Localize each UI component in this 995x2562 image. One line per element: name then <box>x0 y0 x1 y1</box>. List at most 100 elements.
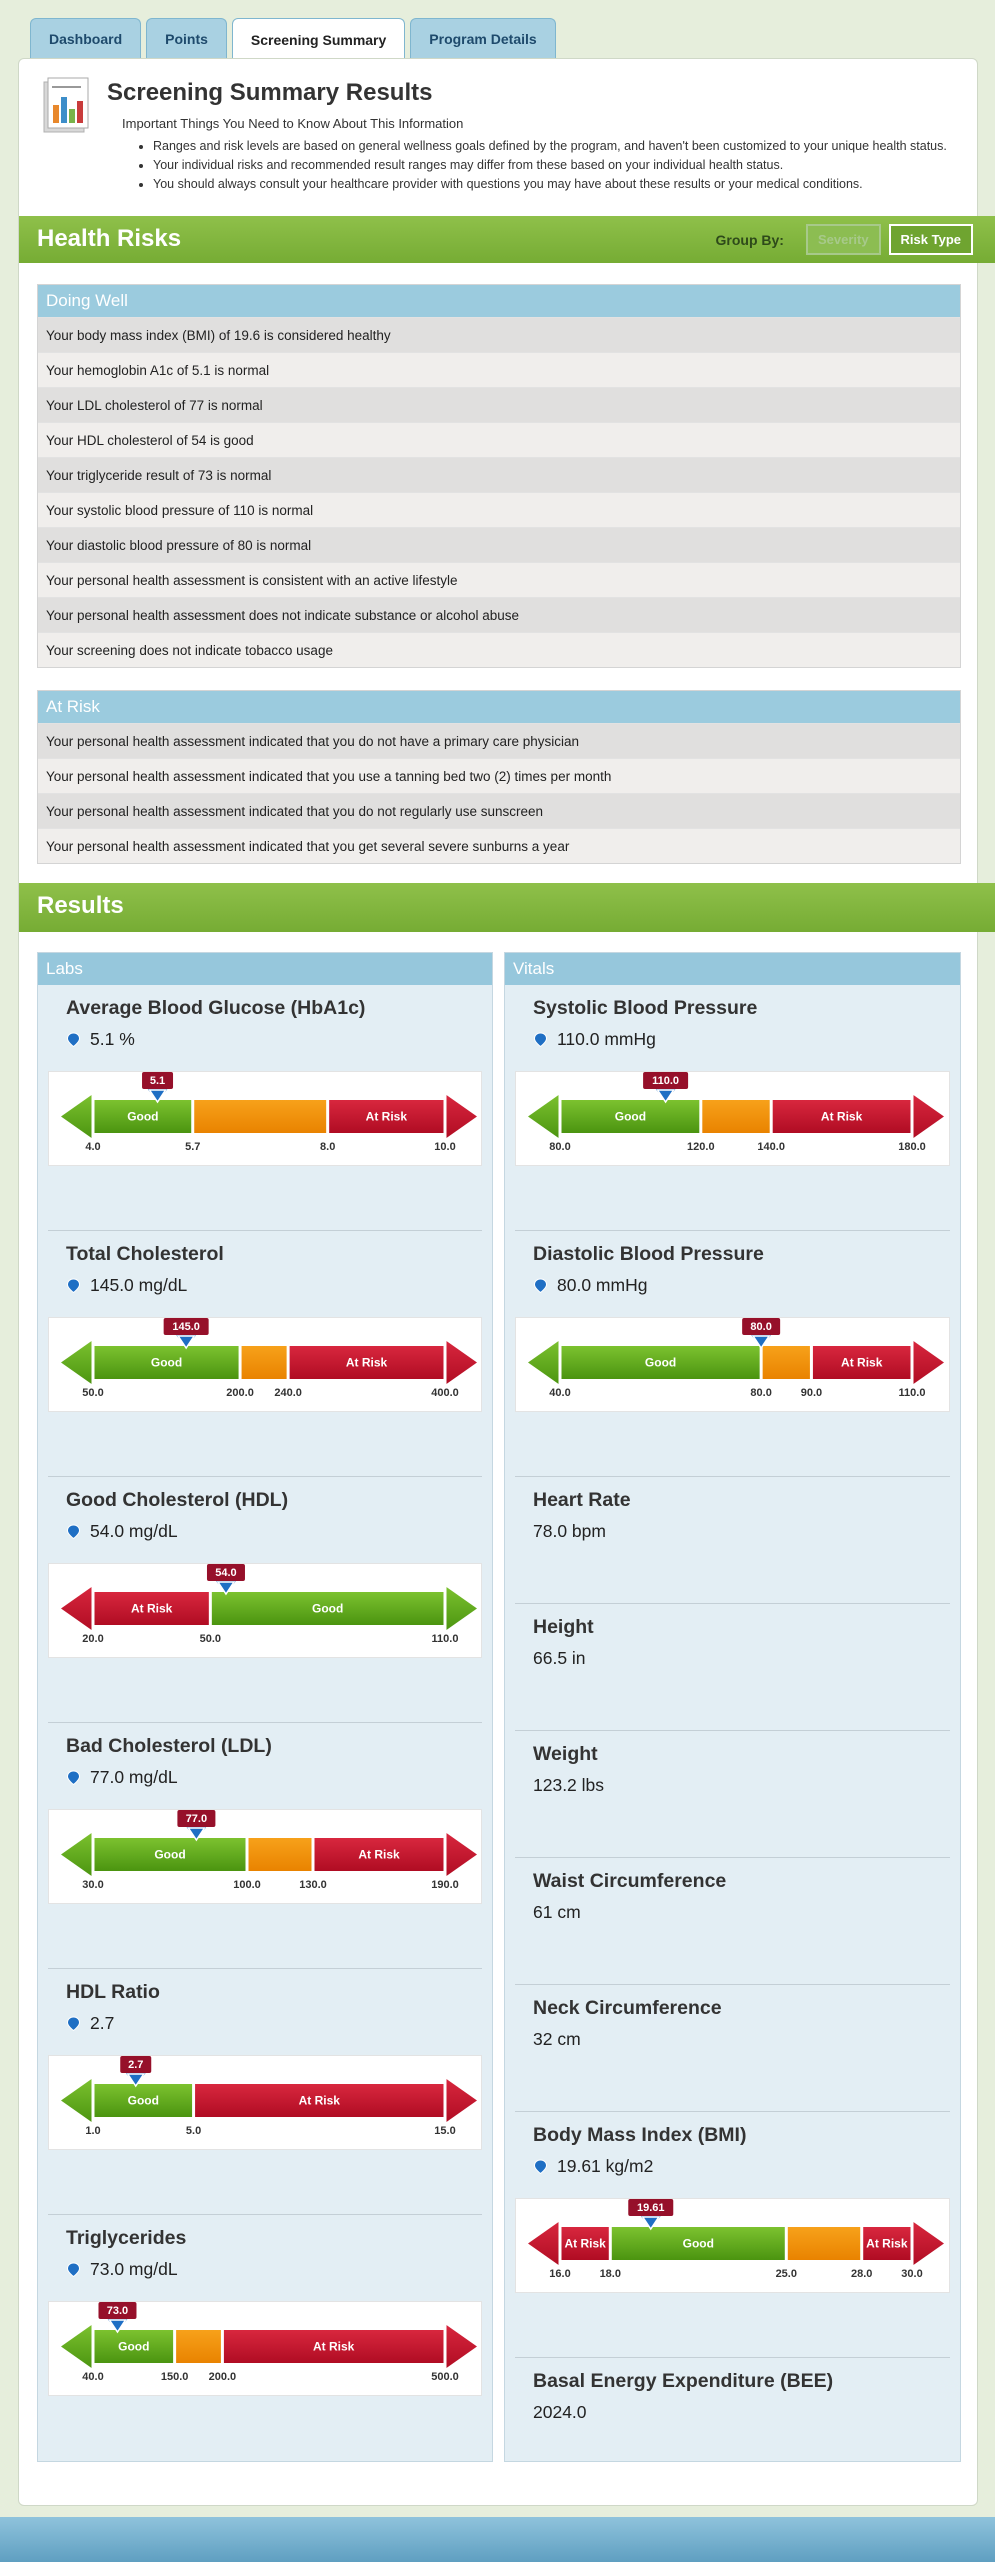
systolic-blood-pressure-title: Systolic Blood Pressure <box>533 997 758 1019</box>
triglycerides-segment-label: At Risk <box>313 2340 355 2354</box>
doing-well-group: Doing Well Your body mass index (BMI) of… <box>37 284 961 668</box>
diastolic-blood-pressure-marker: 80.0 <box>742 1318 781 1350</box>
good-cholesterol-hdl-value: 54.0 mg/dL <box>90 1521 178 1541</box>
list-item: Your personal health assessment is consi… <box>38 562 960 597</box>
systolic-blood-pressure-tick-label: 140.0 <box>757 1141 785 1153</box>
average-blood-glucose-hba1c-marker-value: 5.1 <box>150 1075 165 1087</box>
average-blood-glucose-hba1c-segment-good <box>93 1100 193 1133</box>
total-cholesterol-tick-label: 400.0 <box>431 1387 459 1399</box>
height-title: Height <box>533 1616 594 1638</box>
average-blood-glucose-hba1c-marker-badge <box>142 1072 174 1089</box>
risk-type-button[interactable]: Risk Type <box>888 224 973 255</box>
triglycerides-gauge: Good At Risk 40.0 150.0 200.0 500.0 73.0 <box>61 2302 477 2383</box>
total-cholesterol-segment-risk <box>288 1346 445 1379</box>
total-cholesterol-segment-good <box>93 1346 241 1379</box>
average-blood-glucose-hba1c-segment-risk <box>327 1100 445 1133</box>
body-mass-index-bmi-marker-badge <box>628 2199 674 2216</box>
tab-program-details[interactable]: Program Details <box>410 18 556 58</box>
basal-energy-expenditure-bee-result: Basal Energy Expenditure (BEE) 2024.0 <box>505 2358 960 2476</box>
total-cholesterol-value: 145.0 mg/dL <box>90 1275 188 1295</box>
heart-rate-title: Heart Rate <box>533 1489 631 1511</box>
neck-circumference-title: Neck Circumference <box>533 1997 722 2019</box>
good-cholesterol-hdl-tick-label: 50.0 <box>200 1633 221 1645</box>
bad-cholesterol-ldl-right-arrow <box>445 1832 477 1877</box>
body-mass-index-bmi-value: 19.61 kg/m2 <box>557 2156 654 2176</box>
tab-points[interactable]: Points <box>146 18 227 58</box>
severity-button[interactable]: Severity <box>805 224 881 255</box>
good-cholesterol-hdl-marker-badge <box>206 1564 245 1581</box>
waist-circumference-value: 61 cm <box>533 1902 581 1922</box>
group-by-label: Group By: <box>715 231 784 248</box>
diastolic-blood-pressure-segment-label: At Risk <box>841 1356 883 1370</box>
diastolic-blood-pressure-tick-label: 40.0 <box>549 1387 570 1399</box>
hdl-ratio-tick-label: 5.0 <box>186 2125 201 2137</box>
tab-bar: Dashboard Points Screening Summary Progr… <box>30 18 561 60</box>
bad-cholesterol-ldl-gauge: Good At Risk 30.0 100.0 130.0 190.0 77.0 <box>61 1810 477 1891</box>
bad-cholesterol-ldl-marker-badge <box>177 1810 216 1827</box>
bad-cholesterol-ldl-tick-label: 100.0 <box>233 1879 261 1891</box>
body-mass-index-bmi-segment-moderate <box>786 2227 862 2260</box>
good-cholesterol-hdl-marker-pointer <box>216 1581 236 1596</box>
average-blood-glucose-hba1c-segment-moderate <box>192 1100 328 1133</box>
triglycerides-left-arrow <box>61 2324 93 2369</box>
diastolic-blood-pressure-segment-good <box>560 1346 762 1379</box>
weight-result: Weight 123.2 lbs <box>505 1731 960 1858</box>
body-mass-index-bmi-marker-icon <box>533 2159 548 2174</box>
good-cholesterol-hdl-result: Good Cholesterol (HDL) 54.0 mg/dL At Risk G… <box>38 1477 492 1723</box>
body-mass-index-bmi-gauge: At Risk Good At Risk 16.0 18.0 25.0 28.0 30.0 19… <box>528 2199 944 2280</box>
total-cholesterol-marker-pointer <box>176 1335 196 1350</box>
basal-energy-expenditure-bee-value: 2024.0 <box>533 2402 587 2422</box>
systolic-blood-pressure-segment-moderate <box>700 1100 772 1133</box>
systolic-blood-pressure-tick-label: 180.0 <box>898 1141 926 1153</box>
triglycerides-title: Triglycerides <box>66 2227 187 2249</box>
good-cholesterol-hdl-marker-value: 54.0 <box>215 1567 236 1579</box>
list-item: Your personal health assessment indicate… <box>38 723 960 758</box>
hdl-ratio-segment-label: Good <box>128 2094 159 2108</box>
triglycerides-result: Triglycerides 73.0 mg/dL Good At Risk 40.0 15… <box>38 2215 492 2461</box>
bad-cholesterol-ldl-gauge-box: Good At Risk 30.0 100.0 130.0 190.0 77.0 <box>48 1809 482 1904</box>
total-cholesterol-right-arrow <box>445 1340 477 1385</box>
list-item: Your hemoglobin A1c of 5.1 is normal <box>38 352 960 387</box>
systolic-blood-pressure-segment-label: Good <box>615 1110 646 1124</box>
list-item: Your screening does not indicate tobacco… <box>38 632 960 667</box>
at-risk-list: Your personal health assessment indicate… <box>38 723 960 863</box>
vitals-column: Vitals Systolic Blood Pressure 110.0 mmHg… <box>504 952 961 2462</box>
average-blood-glucose-hba1c-gauge-box: Good At Risk 4.0 5.7 8.0 10.0 5.1 <box>48 1071 482 1166</box>
tab-dashboard[interactable]: Dashboard <box>30 18 142 58</box>
result-divider <box>515 1476 950 1477</box>
average-blood-glucose-hba1c-tick-label: 4.0 <box>85 1141 100 1153</box>
footer-band <box>0 2517 995 2562</box>
disclaimer-list: Ranges and risk levels are based on gene… <box>141 137 947 194</box>
body-mass-index-bmi-segment-label: At Risk <box>564 2237 606 2251</box>
hdl-ratio-tick-label: 1.0 <box>85 2125 100 2137</box>
basal-energy-expenditure-bee-title: Basal Energy Expenditure (BEE) <box>533 2370 834 2392</box>
disclaimer-item: Your individual risks and recommended re… <box>153 156 947 175</box>
diastolic-blood-pressure-left-arrow <box>528 1340 560 1385</box>
result-divider <box>515 1730 950 1731</box>
diastolic-blood-pressure-tick-label: 110.0 <box>899 1387 926 1399</box>
at-risk-header: At Risk <box>38 691 960 723</box>
systolic-blood-pressure-gauge: Good At Risk 80.0 120.0 140.0 180.0 110.0 <box>528 1072 944 1153</box>
average-blood-glucose-hba1c-tick-label: 10.0 <box>434 1141 455 1153</box>
triglycerides-marker-badge <box>98 2302 137 2319</box>
total-cholesterol-marker: 145.0 <box>163 1318 209 1350</box>
diastolic-blood-pressure-segment-risk <box>811 1346 912 1379</box>
list-item: Your personal health assessment indicate… <box>38 828 960 863</box>
tab-screening-summary[interactable]: Screening Summary <box>231 18 406 60</box>
total-cholesterol-left-arrow <box>61 1340 93 1385</box>
total-cholesterol-marker-icon <box>66 1278 81 1293</box>
page-title: Screening Summary Results <box>107 79 433 106</box>
result-divider <box>48 1968 482 1969</box>
diastolic-blood-pressure-gauge: Good At Risk 40.0 80.0 90.0 110.0 80.0 <box>528 1318 944 1399</box>
diastolic-blood-pressure-marker-badge <box>742 1318 781 1335</box>
good-cholesterol-hdl-segment-label: Good <box>312 1602 343 1616</box>
diastolic-blood-pressure-tick-label: 90.0 <box>801 1387 822 1399</box>
triglycerides-marker-value: 73.0 <box>107 2305 128 2317</box>
vitals-header: Vitals <box>505 953 960 985</box>
good-cholesterol-hdl-segment-risk <box>93 1592 211 1625</box>
average-blood-glucose-hba1c-title: Average Blood Glucose (HbA1c) <box>66 997 366 1019</box>
result-divider <box>515 1603 950 1604</box>
doing-well-header: Doing Well <box>38 285 960 317</box>
result-divider <box>515 1857 950 1858</box>
result-divider <box>48 1476 482 1477</box>
